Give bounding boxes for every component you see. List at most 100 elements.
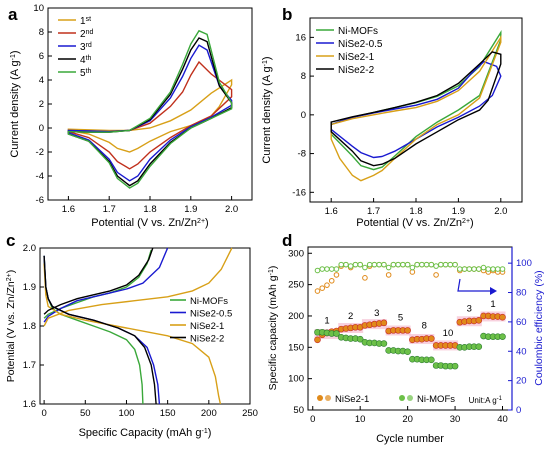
x-tick-label: 2.0 bbox=[225, 204, 238, 215]
ce-point bbox=[371, 261, 378, 268]
charge-curve bbox=[43, 247, 154, 315]
x-tick-label: 250 bbox=[242, 408, 258, 419]
y-axis-label-c: Potential (V vs. Zn/Zn2+) bbox=[5, 270, 17, 382]
discharge-curve bbox=[43, 263, 222, 405]
x-tick-label: 100 bbox=[119, 408, 135, 419]
ce-point bbox=[485, 266, 492, 272]
ce-point bbox=[390, 261, 397, 268]
x-axis-label-c: Specific Capacity (mAh g-1) bbox=[79, 427, 212, 439]
y-tick-label: -16 bbox=[292, 187, 306, 198]
ce-point bbox=[333, 266, 340, 272]
y-tick-label: 16 bbox=[295, 32, 306, 43]
rate-label: 1 bbox=[324, 315, 329, 326]
rate-label: 2 bbox=[348, 311, 353, 322]
y-tick-label: -4 bbox=[36, 171, 44, 182]
capacity-point bbox=[404, 348, 411, 355]
capacity-point bbox=[475, 317, 483, 324]
capacity-point bbox=[333, 330, 340, 337]
rate-label: 10 bbox=[443, 328, 454, 339]
y-tick-label: 250 bbox=[288, 280, 304, 291]
y-tick-label: 0 bbox=[301, 110, 306, 121]
arrow-head-icon bbox=[490, 287, 497, 295]
y-tick-label: -6 bbox=[36, 195, 44, 206]
y2-tick-label: 60 bbox=[516, 317, 527, 328]
discharge-curve bbox=[43, 255, 144, 405]
capacity-point bbox=[380, 340, 388, 347]
x-tick-label: 2.0 bbox=[494, 206, 507, 217]
capacity-point bbox=[451, 362, 459, 370]
capacity-point bbox=[314, 336, 321, 344]
ce-point bbox=[352, 261, 359, 268]
legend-label: 2nd bbox=[80, 29, 93, 41]
ce-point bbox=[423, 261, 430, 268]
cv-curve bbox=[67, 29, 233, 189]
capacity-point bbox=[499, 313, 506, 321]
x-tick-label: 40 bbox=[497, 414, 508, 425]
x-tick-label: 150 bbox=[160, 408, 176, 419]
y-axis-label-d: Specific capacity (mAh g-1) bbox=[267, 266, 279, 391]
series-d bbox=[314, 261, 506, 370]
ce-point bbox=[461, 266, 468, 272]
cv-curve bbox=[330, 51, 502, 167]
capacity-point bbox=[475, 343, 483, 350]
legend-label: NiSe2-2 bbox=[190, 334, 224, 345]
y2-tick-label: 20 bbox=[516, 376, 527, 387]
legend-marker bbox=[407, 395, 413, 401]
series-c bbox=[43, 247, 233, 405]
ce-point bbox=[433, 263, 439, 269]
capacity-point bbox=[356, 335, 364, 343]
legend-marker bbox=[399, 395, 405, 401]
y-tick-label: 0 bbox=[39, 123, 44, 134]
x-axis-label-d: Cycle number bbox=[376, 433, 444, 445]
y-tick-label: 1.8 bbox=[23, 321, 36, 332]
panel-label-a: a bbox=[8, 5, 18, 24]
y-tick-label: 50 bbox=[293, 405, 304, 416]
ce-point bbox=[447, 261, 454, 268]
y-tick-label: 10 bbox=[33, 3, 44, 14]
x-tick-label: 1.6 bbox=[325, 206, 338, 217]
ce-point bbox=[499, 266, 506, 272]
y-tick-label: -2 bbox=[36, 147, 44, 158]
y-tick-label: 1.6 bbox=[23, 399, 36, 410]
y-tick-label: 100 bbox=[288, 374, 304, 385]
series-b bbox=[330, 30, 502, 182]
x-tick-label: 1.9 bbox=[452, 206, 465, 217]
ce-point bbox=[494, 266, 501, 272]
ce-point bbox=[490, 266, 496, 272]
x-tick-label: 1.8 bbox=[409, 206, 422, 217]
ce-point bbox=[409, 264, 416, 271]
panel-d: d 0 10 20 30 40 50 100 150 200 250 300 0 20 40 60 80 100… bbox=[267, 231, 545, 445]
capacity-point bbox=[380, 319, 388, 327]
ce-point bbox=[395, 261, 401, 268]
x-tick-label: 200 bbox=[201, 408, 217, 419]
x-tick-label: 1.9 bbox=[184, 204, 197, 215]
ce-point bbox=[466, 266, 473, 272]
ce-point bbox=[452, 261, 458, 268]
panel-a: a 1.6 1.7 1.8 1.9 2.0 -6 -4 -2 0 2 4 6 8 10 1st2nd3rd… bbox=[8, 3, 253, 229]
y-tick-label: 1.7 bbox=[23, 360, 36, 371]
ce-point bbox=[338, 261, 345, 268]
panel-c: c 0 50 100 150 200 250 1.6 1.7 1.8 1.9 2.0 Ni-MOFs… bbox=[5, 231, 258, 439]
legend-label: Ni-MOFs bbox=[417, 394, 455, 405]
legend-label: NiSe2-1 bbox=[338, 52, 375, 63]
ce-point bbox=[381, 261, 387, 268]
rate-label: 8 bbox=[422, 321, 427, 332]
y-tick-label: 2.0 bbox=[23, 243, 36, 254]
capacity-point bbox=[428, 356, 435, 364]
ce-point bbox=[475, 266, 482, 272]
capacity-point bbox=[428, 335, 435, 342]
ce-point bbox=[343, 261, 349, 268]
ce-point bbox=[324, 282, 330, 288]
y2-tick-label: 80 bbox=[516, 288, 527, 299]
ce-point bbox=[480, 264, 487, 271]
y2-tick-label: 0 bbox=[516, 405, 521, 416]
ticks-b: 1.6 1.7 1.8 1.9 2.0 -16 -8 0 8 16 bbox=[292, 32, 507, 217]
ce-point bbox=[414, 261, 420, 268]
cv-curve bbox=[330, 34, 502, 182]
ce-point bbox=[357, 261, 363, 268]
y-tick-label: -8 bbox=[298, 149, 306, 160]
ce-point bbox=[385, 264, 392, 271]
legend-label: NiSe2-2 bbox=[338, 65, 375, 76]
